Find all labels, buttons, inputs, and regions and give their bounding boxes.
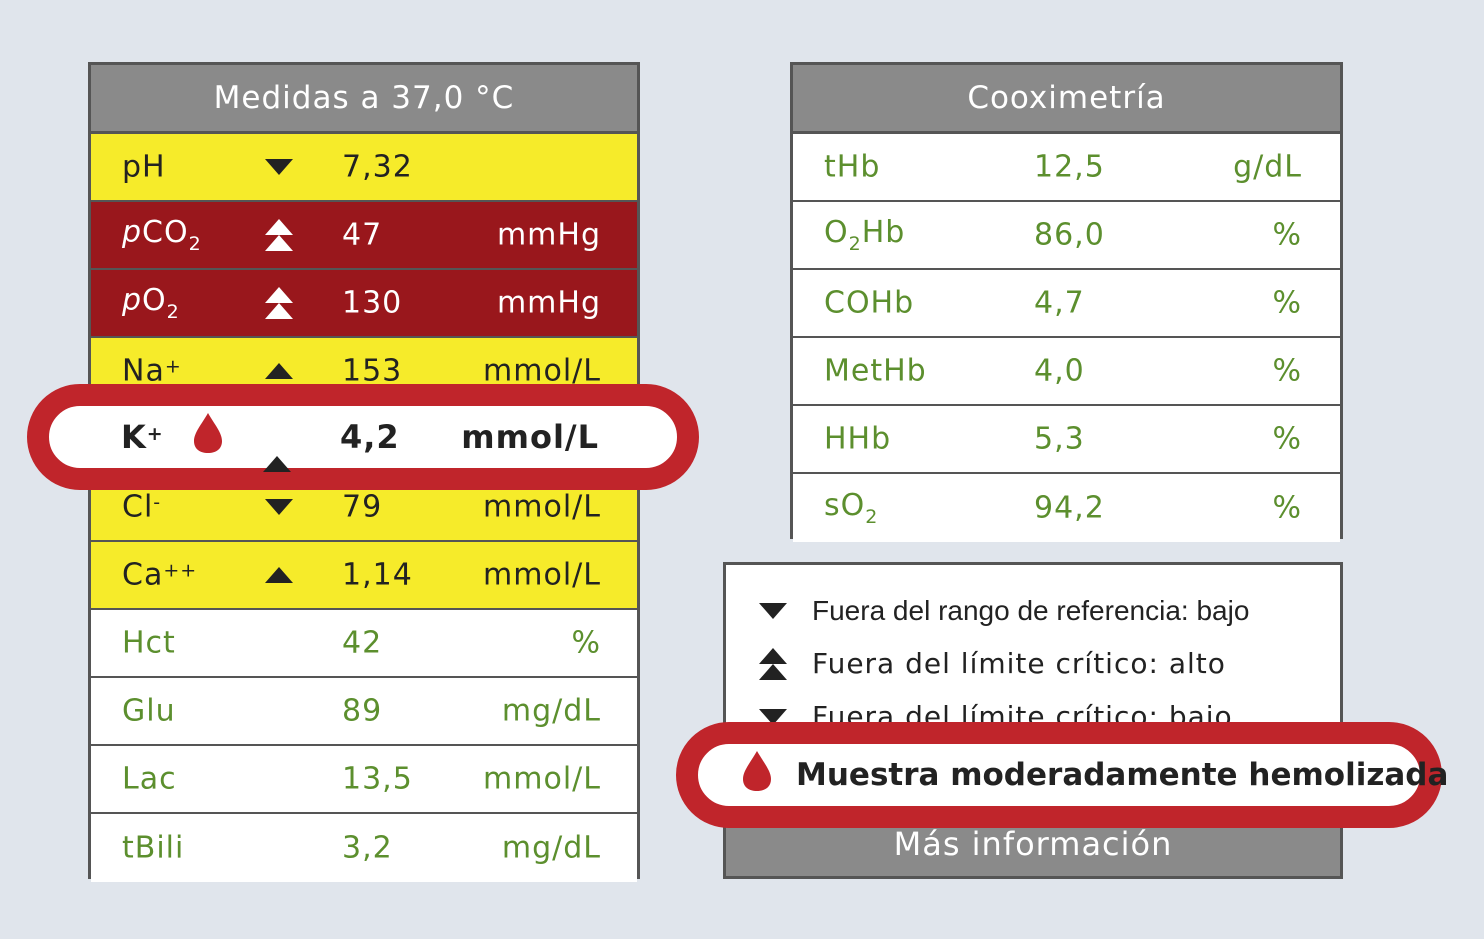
row-ca[interactable]: Ca++ 1,14 mmol/L xyxy=(91,542,637,610)
row-name: Ca++ xyxy=(122,557,198,593)
hemolysis-drop-icon xyxy=(191,411,225,463)
row-pco2[interactable]: pCO2 47 mmHg xyxy=(91,202,637,270)
row-value: 1,14 xyxy=(342,557,413,593)
row-value: 42 xyxy=(342,625,383,661)
row-hhb[interactable]: HHb 5,3 % xyxy=(793,406,1340,474)
row-name: Glu xyxy=(122,693,176,729)
row-thb[interactable]: tHb 12,5 g/dL xyxy=(793,134,1340,202)
row-value: 86,0 xyxy=(1034,217,1105,253)
legend-panel: Fuera del rango de referencia: bajo Fuer… xyxy=(723,562,1343,879)
row-name: pH xyxy=(122,149,166,185)
row-name: K+ xyxy=(121,418,164,456)
row-methb[interactable]: MetHb 4,0 % xyxy=(793,338,1340,406)
row-name: COHb xyxy=(824,285,915,321)
legend-label: Fuera del límite crítico: alto xyxy=(812,647,1226,680)
row-name: tBili xyxy=(122,830,185,866)
row-name: MetHb xyxy=(824,353,927,389)
row-value: 5,3 xyxy=(1034,421,1085,457)
row-unit: mmHg xyxy=(496,217,601,253)
triangle-down-icon xyxy=(758,708,788,725)
triangle-down-icon xyxy=(758,603,788,619)
row-value: 130 xyxy=(342,285,403,321)
row-unit: % xyxy=(1272,353,1302,389)
hemolysis-drop-icon xyxy=(740,749,774,801)
triangle-down-icon xyxy=(263,489,295,525)
row-lac[interactable]: Lac 13,5 mmol/L xyxy=(91,746,637,814)
row-value: 3,2 xyxy=(342,830,393,866)
legend-label: Fuera del rango de referencia: bajo xyxy=(812,595,1250,626)
row-value: 94,2 xyxy=(1034,490,1105,526)
row-unit: mg/dL xyxy=(501,693,601,729)
row-name: pCO2 xyxy=(122,215,202,255)
row-unit: mmol/L xyxy=(461,418,599,456)
row-value: 4,7 xyxy=(1034,285,1085,321)
row-o2hb[interactable]: O2Hb 86,0 % xyxy=(793,202,1340,270)
hemolysis-label: Muestra moderadamente hemolizada xyxy=(796,757,1449,793)
row-unit: mg/dL xyxy=(501,830,601,866)
triangle-up-icon xyxy=(263,557,295,593)
hemolysis-callout[interactable]: Muestra moderadamente hemolizada xyxy=(676,722,1448,828)
row-value: 4,0 xyxy=(1034,353,1085,389)
row-unit: % xyxy=(1272,285,1302,321)
row-unit: mmol/L xyxy=(483,489,601,525)
row-unit: % xyxy=(571,625,601,661)
row-value: 13,5 xyxy=(342,761,413,797)
row-value: 79 xyxy=(342,489,383,525)
row-name: sO2 xyxy=(824,488,879,528)
row-unit: mmol/L xyxy=(483,353,601,389)
cooximetry-title: Cooximetría xyxy=(793,65,1340,134)
triangle-up-icon xyxy=(263,418,291,472)
row-cohb[interactable]: COHb 4,7 % xyxy=(793,270,1340,338)
potassium-callout[interactable]: K+ 4,2 mmol/L xyxy=(27,384,699,490)
row-tbili[interactable]: tBili 3,2 mg/dL xyxy=(91,814,637,882)
double-triangle-up-icon xyxy=(263,217,295,253)
row-unit: % xyxy=(1272,217,1302,253)
row-po2[interactable]: pO2 130 mmHg xyxy=(91,270,637,338)
row-so2[interactable]: sO2 94,2 % xyxy=(793,474,1340,542)
row-name: Hct xyxy=(122,625,176,661)
row-value: 4,2 xyxy=(340,418,400,456)
row-unit: mmol/L xyxy=(483,761,601,797)
row-unit: mmHg xyxy=(496,285,601,321)
row-value: 47 xyxy=(342,217,383,253)
row-name: Cl- xyxy=(122,489,162,525)
row-ph[interactable]: pH 7,32 xyxy=(91,134,637,202)
double-triangle-up-icon xyxy=(263,285,295,321)
row-name: tHb xyxy=(824,149,881,185)
row-name: Lac xyxy=(122,761,177,797)
legend-item: Fuera del rango de referencia: bajo xyxy=(758,595,1249,627)
row-hct[interactable]: Hct 42 % xyxy=(91,610,637,678)
row-value: 89 xyxy=(342,693,383,729)
measures-title: Medidas a 37,0 °C xyxy=(91,65,637,134)
row-value: 12,5 xyxy=(1034,149,1105,185)
row-name: Na+ xyxy=(122,353,182,389)
row-name: pO2 xyxy=(122,283,180,323)
double-triangle-up-icon xyxy=(758,647,788,680)
row-name: O2Hb xyxy=(824,215,906,255)
triangle-up-icon xyxy=(263,353,295,389)
row-unit: g/dL xyxy=(1233,149,1302,185)
row-value: 153 xyxy=(342,353,403,389)
triangle-down-icon xyxy=(263,149,295,185)
row-unit: mmol/L xyxy=(483,557,601,593)
row-value: 7,32 xyxy=(342,149,413,185)
legend-item: Fuera del límite crítico: alto xyxy=(758,647,1226,680)
cooximetry-panel: Cooximetría tHb 12,5 g/dL O2Hb 86,0 % CO… xyxy=(790,62,1343,542)
row-unit: % xyxy=(1272,421,1302,457)
row-unit: % xyxy=(1272,490,1302,526)
row-name: HHb xyxy=(824,421,892,457)
row-glu[interactable]: Glu 89 mg/dL xyxy=(91,678,637,746)
